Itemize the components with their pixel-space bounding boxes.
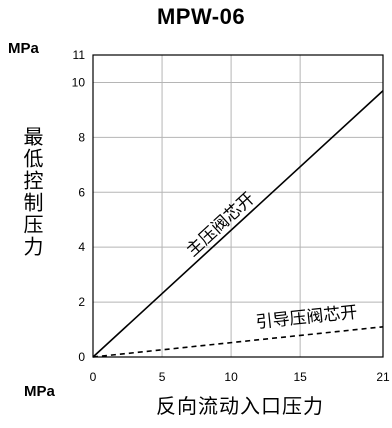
x-axis-label: 反向流动入口压力: [156, 394, 324, 418]
y-tick-label: 0: [78, 350, 85, 364]
x-tick-label: 21: [376, 370, 390, 384]
y-tick-label: 4: [78, 240, 85, 254]
x-tick-label: 15: [293, 370, 307, 384]
chart-title: MPW-06: [156, 4, 246, 29]
y-tick-label: 6: [78, 185, 85, 199]
series-label-pilot: 引导压阀芯开: [255, 303, 359, 333]
series-line-1: [92, 90, 384, 358]
x-unit-label: MPa: [24, 383, 55, 400]
series-line-2: [92, 326, 384, 358]
y-tick-label: 8: [78, 130, 85, 144]
x-tick-label: 0: [90, 370, 97, 384]
x-tick-label: 5: [159, 370, 166, 384]
y-tick-label: 11: [73, 48, 86, 62]
y-unit-label: MPa: [8, 40, 39, 57]
y-tick-label: 2: [78, 295, 85, 309]
plot-frame: [92, 54, 384, 358]
y-axis-label: 最低控制压力: [20, 126, 44, 258]
y-tick-label: 10: [72, 75, 86, 89]
x-tick-label: 10: [224, 370, 238, 384]
series-label-main: 主压阀芯开: [183, 189, 259, 261]
